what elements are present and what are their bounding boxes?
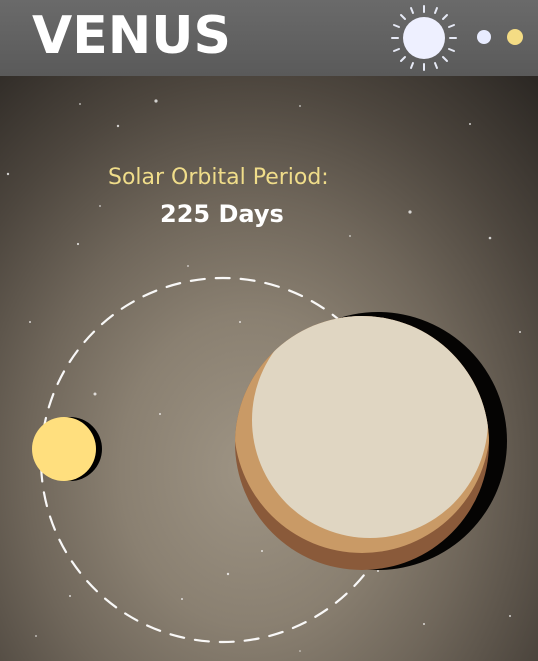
header-icons: [391, 5, 523, 71]
orbital-period-value: 225 Days: [160, 200, 284, 228]
orbital-period-label: Solar Orbital Period:: [108, 165, 329, 190]
sun-icon: [391, 5, 457, 71]
venus-planet: [235, 312, 507, 570]
header-bar: VENUS: [0, 0, 538, 76]
page-title: VENUS: [32, 6, 231, 66]
venus-planet-icon: [507, 29, 523, 45]
sun: [32, 417, 102, 481]
star-field: [6, 99, 521, 652]
small-planet-icon: [477, 30, 491, 44]
